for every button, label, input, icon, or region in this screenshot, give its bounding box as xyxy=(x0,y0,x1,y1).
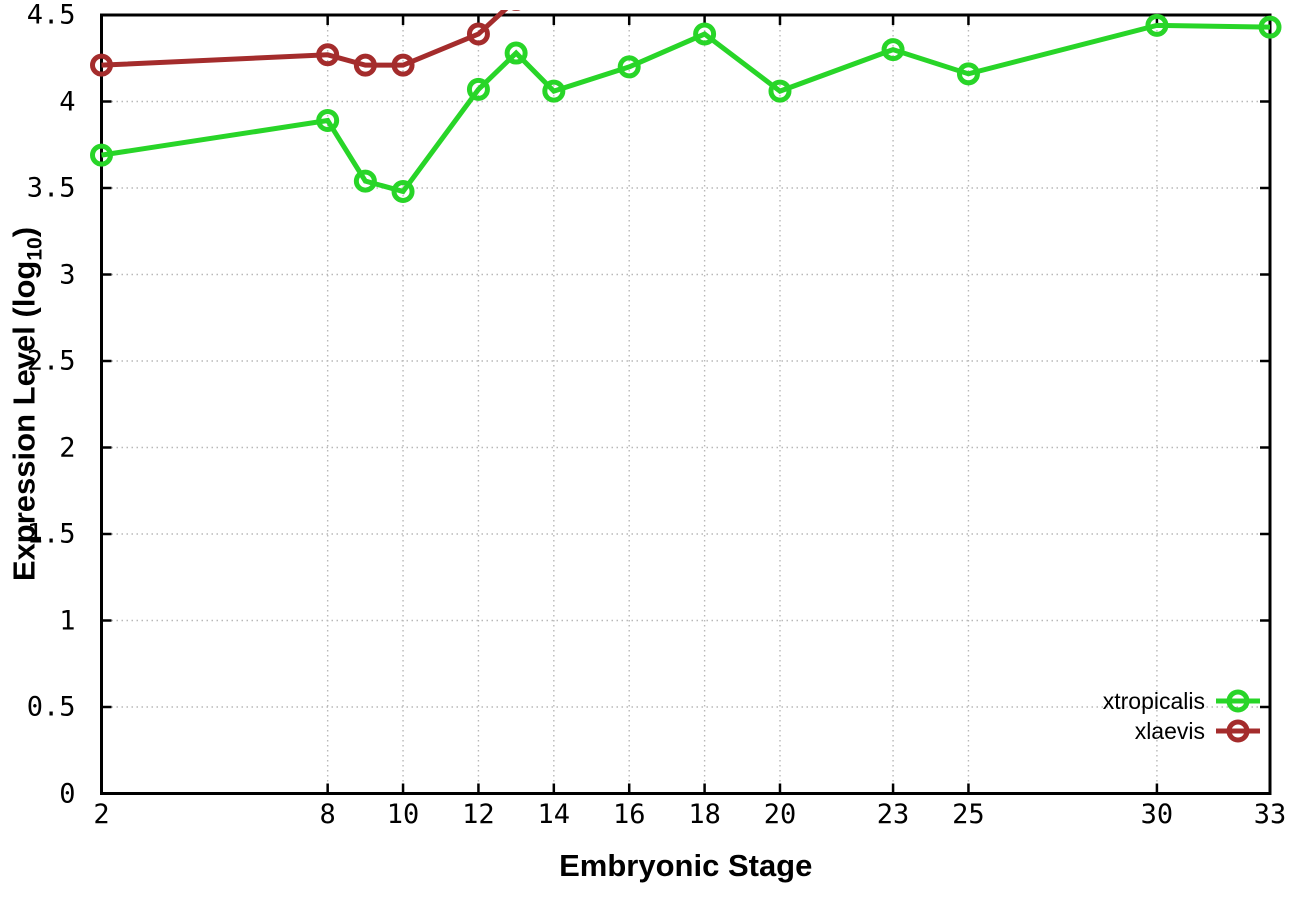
x-tick-label: 18 xyxy=(688,799,721,830)
legend-label: xlaevis xyxy=(1134,717,1205,744)
y-tick-label: 4.5 xyxy=(26,0,76,31)
y-tick-label: 1 xyxy=(59,605,76,636)
data-point-marker xyxy=(956,62,980,86)
y-axis-title-subscript: 10 xyxy=(23,237,47,261)
x-tick-label: 2 xyxy=(93,799,110,830)
data-point-marker xyxy=(1145,13,1169,37)
axis-ticks xyxy=(100,13,1272,795)
y-tick-label: 0.5 xyxy=(26,691,76,723)
y-tick-label: 2.5 xyxy=(26,345,76,377)
data-point-marker xyxy=(466,77,490,101)
y-tick-label: 3.5 xyxy=(26,172,76,204)
legend-marker-icon xyxy=(1216,719,1260,743)
series-group xyxy=(90,10,1282,203)
y-tick-label: 3 xyxy=(59,259,76,290)
data-point-marker xyxy=(316,109,340,133)
data-point-marker xyxy=(391,53,415,77)
data-point-marker xyxy=(353,169,377,193)
data-point-marker xyxy=(391,179,415,203)
data-point-marker xyxy=(353,53,377,77)
x-tick-label: 30 xyxy=(1140,799,1174,830)
legend-label: xtropicalis xyxy=(1102,687,1205,714)
x-tick-label: 10 xyxy=(386,799,420,830)
x-tick-label: 33 xyxy=(1253,799,1287,830)
legend-item-xlaevis: xlaevis xyxy=(1103,716,1262,746)
legend: xtropicalis xlaevis xyxy=(1103,686,1262,746)
data-point-marker xyxy=(504,41,528,65)
x-tick-label: 8 xyxy=(319,799,336,830)
x-tick-label: 23 xyxy=(876,799,910,830)
data-point-marker xyxy=(511,10,521,11)
x-axis-title: Embryonic Stage xyxy=(559,848,813,883)
data-point-marker xyxy=(693,22,717,46)
x-tick-label: 14 xyxy=(537,799,571,830)
data-point-marker xyxy=(542,79,566,103)
data-point-marker xyxy=(316,43,340,67)
data-point-marker xyxy=(90,143,113,167)
y-tick-label: 4 xyxy=(59,86,76,117)
y-tick-label: 2 xyxy=(59,432,76,463)
y-axis-title-close-paren: ) xyxy=(6,227,42,238)
x-tick-label: 12 xyxy=(462,799,495,830)
plot-border xyxy=(100,13,1272,795)
data-point-marker xyxy=(466,22,490,46)
data-point-marker xyxy=(90,53,113,77)
series-xlaevis xyxy=(90,10,521,77)
grid-lines xyxy=(101,15,1270,794)
data-point-marker xyxy=(881,38,905,62)
x-tick-label: 20 xyxy=(763,799,797,830)
y-tick-label: 1.5 xyxy=(26,518,76,550)
x-tick-label: 25 xyxy=(952,799,985,830)
series-line-xlaevis xyxy=(101,10,509,68)
x-tick-label: 16 xyxy=(612,799,646,830)
data-point-marker xyxy=(1258,15,1282,39)
data-point-marker xyxy=(617,55,641,79)
series-xtropicalis xyxy=(90,13,1282,203)
legend-marker-icon xyxy=(1216,689,1260,713)
data-point-marker xyxy=(768,79,792,103)
series-line-xtropicalis xyxy=(101,22,1271,195)
legend-item-xtropicalis: xtropicalis xyxy=(1103,686,1262,716)
y-tick-label: 0 xyxy=(59,778,76,809)
